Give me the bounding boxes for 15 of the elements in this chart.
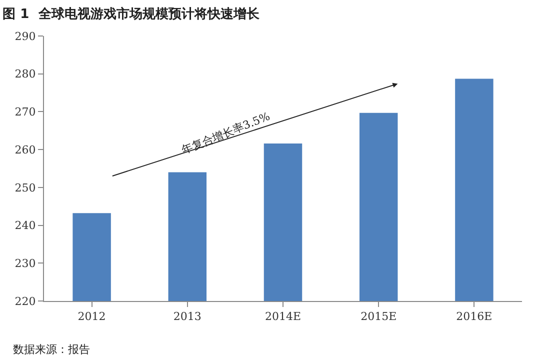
y-tick-label: 260 — [14, 143, 36, 156]
y-tick-label: 290 — [14, 30, 36, 43]
chart-title: 图 1 全球电视游戏市场规模预计将快速增长 — [2, 6, 260, 22]
y-tick-label: 250 — [14, 181, 36, 194]
y-tick-label: 220 — [14, 294, 36, 308]
x-tick-label: 2012 — [78, 310, 106, 324]
x-tick-label: 2014E — [264, 310, 302, 324]
y-tick-label: 280 — [14, 68, 36, 81]
x-tick-label: 2013 — [173, 310, 202, 324]
y-tick-label: 240 — [14, 219, 36, 232]
y-tick-label: 270 — [14, 106, 36, 119]
source-note: 数据来源：报告 — [13, 343, 90, 356]
x-tick-label: 2015E — [360, 310, 397, 324]
x-tick-label: 2016E — [456, 310, 492, 324]
y-tick-label: 230 — [14, 256, 36, 270]
